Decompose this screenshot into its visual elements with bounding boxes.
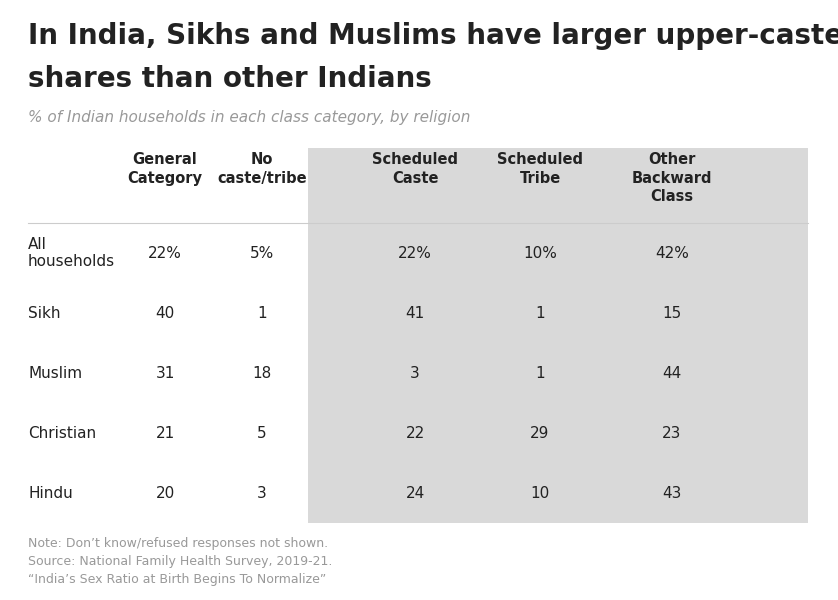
Text: 3: 3: [257, 485, 266, 500]
Text: Other
Backward
Class: Other Backward Class: [632, 152, 712, 204]
Text: 22%: 22%: [398, 245, 432, 260]
Text: 5%: 5%: [250, 245, 274, 260]
Text: 29: 29: [530, 425, 550, 440]
Text: 1: 1: [535, 305, 545, 320]
Text: 1: 1: [535, 365, 545, 380]
Text: Muslim: Muslim: [28, 365, 82, 380]
Text: 10%: 10%: [523, 245, 557, 260]
Text: All
households: All households: [28, 237, 115, 269]
Text: 3: 3: [410, 365, 420, 380]
Text: 42%: 42%: [655, 245, 689, 260]
Text: 18: 18: [252, 365, 272, 380]
Text: shares than other Indians: shares than other Indians: [28, 65, 432, 93]
Text: General
Category: General Category: [127, 152, 203, 185]
Text: Scheduled
Tribe: Scheduled Tribe: [497, 152, 583, 185]
Text: Scheduled
Caste: Scheduled Caste: [372, 152, 458, 185]
Text: “India’s Sex Ratio at Birth Begins To Normalize”: “India’s Sex Ratio at Birth Begins To No…: [28, 573, 326, 586]
Text: 24: 24: [406, 485, 425, 500]
Text: 1: 1: [257, 305, 266, 320]
Text: 5: 5: [257, 425, 266, 440]
Text: Christian: Christian: [28, 425, 96, 440]
Text: 21: 21: [155, 425, 174, 440]
Bar: [308, 148, 808, 523]
Text: 43: 43: [662, 485, 681, 500]
Text: Sikh: Sikh: [28, 305, 60, 320]
Text: 15: 15: [662, 305, 681, 320]
Text: No
caste/tribe: No caste/tribe: [217, 152, 307, 185]
Text: 22%: 22%: [148, 245, 182, 260]
Text: 44: 44: [662, 365, 681, 380]
Text: 40: 40: [155, 305, 174, 320]
Text: 23: 23: [662, 425, 681, 440]
Text: 41: 41: [406, 305, 425, 320]
Text: In India, Sikhs and Muslims have larger upper-caste: In India, Sikhs and Muslims have larger …: [28, 22, 838, 50]
Text: 22: 22: [406, 425, 425, 440]
Text: 31: 31: [155, 365, 174, 380]
Text: 10: 10: [530, 485, 550, 500]
Text: 20: 20: [155, 485, 174, 500]
Text: % of Indian households in each class category, by religion: % of Indian households in each class cat…: [28, 110, 470, 125]
Text: Note: Don’t know/refused responses not shown.: Note: Don’t know/refused responses not s…: [28, 537, 328, 550]
Text: Source: National Family Health Survey, 2019-21.: Source: National Family Health Survey, 2…: [28, 555, 333, 568]
Text: Hindu: Hindu: [28, 485, 73, 500]
